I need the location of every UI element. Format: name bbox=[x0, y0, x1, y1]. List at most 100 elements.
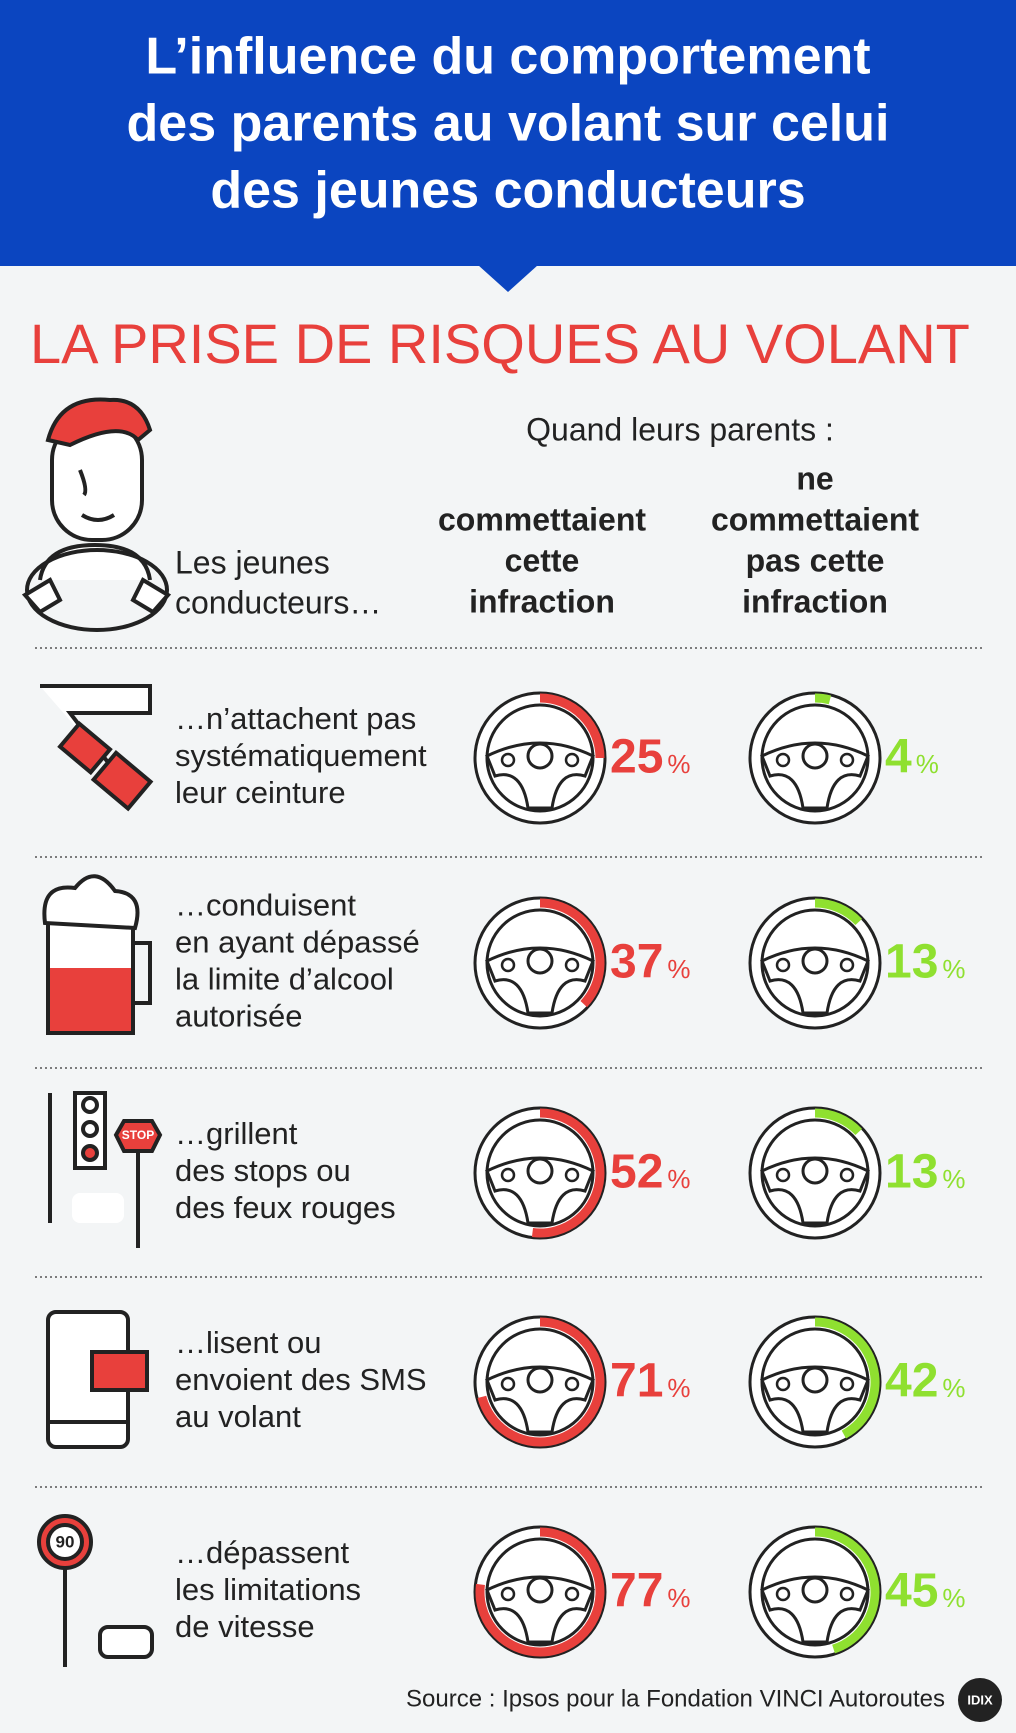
car bbox=[72, 1193, 124, 1223]
wheel-button bbox=[564, 957, 580, 973]
percent-arc bbox=[814, 898, 863, 926]
percent-arc bbox=[531, 1108, 605, 1238]
row-label: au volant bbox=[175, 1399, 301, 1434]
percent-value: 25 bbox=[610, 731, 663, 784]
traffic-icon bbox=[48, 1091, 163, 1248]
wheel-hub bbox=[526, 742, 554, 770]
wheel-button bbox=[564, 1586, 580, 1602]
wheel-button bbox=[839, 1376, 855, 1392]
lamp bbox=[81, 1120, 99, 1138]
header-notch bbox=[478, 265, 538, 292]
wheel-button bbox=[775, 752, 791, 768]
percent-value: 4 bbox=[885, 731, 912, 784]
percent-value: 13 bbox=[885, 936, 938, 989]
wheel-hub bbox=[801, 947, 829, 975]
percent-value: 71 bbox=[610, 1355, 663, 1408]
row-label: des stops ou bbox=[175, 1153, 351, 1188]
percent-unit: % bbox=[667, 1373, 690, 1403]
column-header: pas cette bbox=[746, 542, 885, 578]
phone-icon bbox=[46, 1310, 149, 1449]
wheel-hub bbox=[526, 1576, 554, 1604]
subject-line: conducteurs… bbox=[175, 584, 381, 620]
column-header: infraction bbox=[469, 583, 615, 619]
percent-unit: % bbox=[916, 749, 939, 779]
stop-sign bbox=[113, 1119, 163, 1153]
row-label: …conduisent bbox=[175, 888, 356, 923]
wheel-button bbox=[564, 752, 580, 768]
title-line: des jeunes conducteurs bbox=[210, 162, 805, 220]
wheel-button bbox=[839, 1586, 855, 1602]
percent-arc bbox=[814, 693, 832, 705]
steering-wheel bbox=[748, 1106, 882, 1240]
row-label: systématiquement bbox=[175, 738, 427, 773]
wheel-hub bbox=[526, 947, 554, 975]
percent-arc bbox=[539, 693, 605, 759]
handle bbox=[133, 941, 152, 1005]
header-band bbox=[0, 0, 1016, 266]
speed-label: 90 bbox=[56, 1532, 75, 1551]
wheel-hub bbox=[801, 1576, 829, 1604]
wheel-button bbox=[839, 957, 855, 973]
wheel-button bbox=[500, 1376, 516, 1392]
row-label: leur ceinture bbox=[175, 775, 346, 810]
wheel-button bbox=[500, 957, 516, 973]
row-label: envoient des SMS bbox=[175, 1362, 427, 1397]
steering-wheel bbox=[473, 1525, 607, 1659]
percent-unit: % bbox=[667, 954, 690, 984]
wheel-button bbox=[564, 1167, 580, 1183]
percent-arc bbox=[814, 1108, 863, 1136]
steering-wheel bbox=[473, 896, 607, 1030]
percent-value: 37 bbox=[610, 936, 663, 989]
speed-icon bbox=[37, 1514, 154, 1667]
row-label: en ayant dépassé bbox=[175, 925, 420, 960]
steering-wheel bbox=[473, 1106, 607, 1240]
percent-unit: % bbox=[667, 749, 690, 779]
title-line: L’influence du comportement bbox=[145, 28, 870, 86]
row-label: des feux rouges bbox=[175, 1190, 396, 1225]
bubble bbox=[90, 1350, 149, 1392]
steering-wheel bbox=[748, 1525, 882, 1659]
wheel-hub bbox=[801, 1366, 829, 1394]
percent-unit: % bbox=[667, 1583, 690, 1613]
wheel-button bbox=[500, 1167, 516, 1183]
percent-arc bbox=[539, 898, 605, 1008]
percent-value: 13 bbox=[885, 1146, 938, 1199]
source: Source : Ipsos pour la Fondation VINCI A… bbox=[406, 1685, 945, 1712]
column-header: ne bbox=[796, 460, 833, 496]
wheel-hub bbox=[526, 1366, 554, 1394]
column-header: cette bbox=[505, 542, 580, 578]
percent-unit: % bbox=[942, 954, 965, 984]
percent-arc bbox=[814, 1317, 880, 1439]
percent-unit: % bbox=[942, 1164, 965, 1194]
percent-value: 52 bbox=[610, 1146, 663, 1199]
wheel-button bbox=[564, 1376, 580, 1392]
wheel-button bbox=[500, 752, 516, 768]
wheel-button bbox=[775, 957, 791, 973]
column-header: commettaient bbox=[438, 501, 646, 537]
steering-wheel bbox=[473, 691, 607, 825]
row-label: …dépassent bbox=[175, 1535, 349, 1570]
buckle bbox=[90, 750, 154, 812]
title-line: des parents au volant sur celui bbox=[127, 95, 890, 153]
wheel-hub bbox=[526, 1157, 554, 1185]
lamp bbox=[81, 1096, 99, 1114]
row-label: la limite d’alcool bbox=[175, 962, 394, 997]
beer-icon bbox=[42, 874, 152, 1035]
stop-label: STOP bbox=[122, 1128, 154, 1142]
foam bbox=[42, 874, 140, 931]
logo: IDIX bbox=[967, 1692, 993, 1707]
percent-arc bbox=[475, 1527, 605, 1657]
wheel-button bbox=[839, 752, 855, 768]
row-label: …grillent bbox=[175, 1116, 298, 1151]
percent-arc bbox=[814, 1527, 880, 1654]
steering-wheel bbox=[748, 691, 882, 825]
steering-wheel bbox=[748, 896, 882, 1030]
wheel-button bbox=[839, 1167, 855, 1183]
percent-unit: % bbox=[667, 1164, 690, 1194]
wheel-button bbox=[775, 1167, 791, 1183]
car bbox=[98, 1625, 154, 1659]
buckle bbox=[57, 720, 113, 776]
row-label: de vitesse bbox=[175, 1609, 315, 1644]
percent-value: 42 bbox=[885, 1355, 938, 1408]
